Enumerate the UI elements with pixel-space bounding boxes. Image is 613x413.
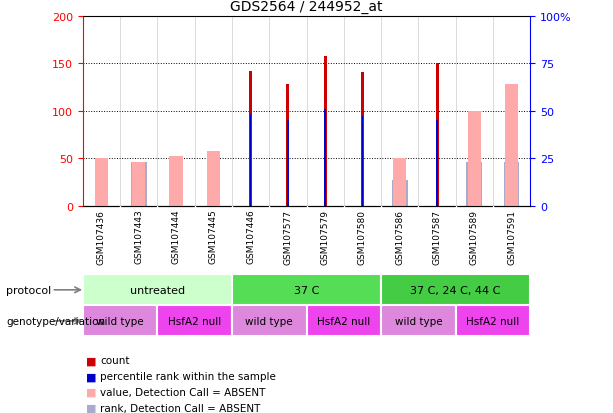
Bar [249, 71, 252, 206]
Bar [362, 116, 364, 206]
Text: value, Detection Call = ABSENT: value, Detection Call = ABSENT [100, 387, 265, 397]
Text: ■: ■ [86, 403, 96, 413]
Text: GSM107445: GSM107445 [209, 209, 218, 264]
Text: rank, Detection Call = ABSENT: rank, Detection Call = ABSENT [100, 403, 261, 413]
Text: GSM107587: GSM107587 [433, 209, 441, 264]
Text: ■: ■ [86, 371, 96, 381]
Bar [361, 73, 364, 206]
Title: GDS2564 / 244952_at: GDS2564 / 244952_at [230, 0, 383, 14]
Text: GSM107580: GSM107580 [358, 209, 367, 264]
Text: 37 C: 37 C [294, 285, 319, 295]
Bar [381, 306, 455, 337]
Bar [436, 121, 438, 206]
Text: HsfA2 null: HsfA2 null [466, 316, 520, 326]
Bar [249, 114, 251, 206]
Bar [324, 57, 327, 206]
Text: GSM107444: GSM107444 [172, 209, 180, 264]
Text: ■: ■ [86, 356, 96, 366]
Text: HsfA2 null: HsfA2 null [168, 316, 221, 326]
Text: ■: ■ [86, 387, 96, 397]
Bar [83, 275, 232, 306]
Text: GSM107586: GSM107586 [395, 209, 404, 264]
Bar [306, 306, 381, 337]
Text: 37 C, 24 C, 44 C: 37 C, 24 C, 44 C [411, 285, 501, 295]
Bar [232, 275, 381, 306]
Text: wild type: wild type [245, 316, 293, 326]
Bar [466, 163, 482, 206]
Bar [324, 109, 326, 206]
Text: count: count [100, 356, 129, 366]
Text: GSM107436: GSM107436 [97, 209, 106, 264]
Bar [381, 275, 530, 306]
Bar [455, 306, 530, 337]
Bar [169, 157, 183, 206]
Bar [286, 85, 289, 206]
Bar [504, 163, 519, 206]
Bar [435, 64, 438, 206]
Text: wild type: wild type [96, 316, 144, 326]
Bar [505, 85, 518, 206]
Text: GSM107446: GSM107446 [246, 209, 255, 264]
Text: untreated: untreated [130, 285, 185, 295]
Bar [95, 159, 108, 206]
Bar [232, 306, 306, 337]
Text: wild type: wild type [395, 316, 442, 326]
Bar [158, 306, 232, 337]
Text: genotype/variation: genotype/variation [6, 316, 105, 326]
Text: HsfA2 null: HsfA2 null [317, 316, 370, 326]
Bar [207, 152, 220, 206]
Text: GSM107589: GSM107589 [470, 209, 479, 264]
Bar [468, 112, 481, 206]
Text: GSM107591: GSM107591 [507, 209, 516, 264]
Bar [393, 159, 406, 206]
Text: percentile rank within the sample: percentile rank within the sample [100, 371, 276, 381]
Text: GSM107577: GSM107577 [283, 209, 292, 264]
Text: protocol: protocol [6, 285, 51, 295]
Bar [392, 181, 408, 206]
Text: GSM107579: GSM107579 [321, 209, 330, 264]
Bar [132, 163, 145, 206]
Bar [83, 306, 158, 337]
Bar [131, 163, 147, 206]
Text: GSM107443: GSM107443 [134, 209, 143, 264]
Bar [287, 121, 289, 206]
